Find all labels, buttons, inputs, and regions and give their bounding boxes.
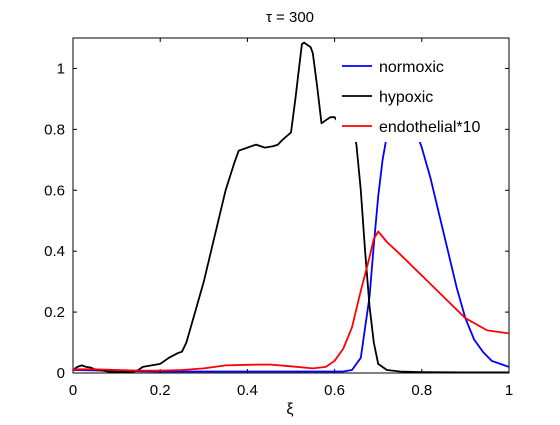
- legend-label: endothelial*10: [379, 119, 481, 136]
- chart-title: τ = 300: [266, 9, 314, 26]
- series-line-hypoxic: [73, 41, 509, 373]
- y-tick-label: 0.4: [44, 243, 65, 260]
- axes: 0 0.2 0.4 0.6 0.8 1 0 0.2 0.4 0.6 0.8 1: [44, 37, 513, 399]
- x-axis-label: ξ: [286, 401, 293, 418]
- x-tick-label: 0.4: [237, 382, 258, 399]
- y-tick-label: 0: [57, 365, 65, 382]
- x-tick-label: 0: [69, 382, 77, 399]
- legend-label: normoxic: [379, 59, 444, 76]
- y-tick-label: 0.8: [44, 121, 65, 138]
- legend: normoxic hypoxic endothelial*10: [336, 50, 504, 142]
- x-tick-label: 0.8: [411, 382, 432, 399]
- y-tick-label: 0.2: [44, 304, 65, 321]
- series-line-normoxic: [73, 110, 509, 373]
- x-tick-label: 1: [505, 382, 513, 399]
- y-tick-label: 1: [57, 60, 65, 77]
- series-line-endothelial-10: [73, 230, 509, 372]
- y-tick-label: 0.6: [44, 182, 65, 199]
- x-tick-label: 0.2: [150, 382, 171, 399]
- x-tick-label: 0.6: [324, 382, 345, 399]
- plot-frame: [72, 37, 510, 374]
- legend-label: hypoxic: [379, 89, 433, 106]
